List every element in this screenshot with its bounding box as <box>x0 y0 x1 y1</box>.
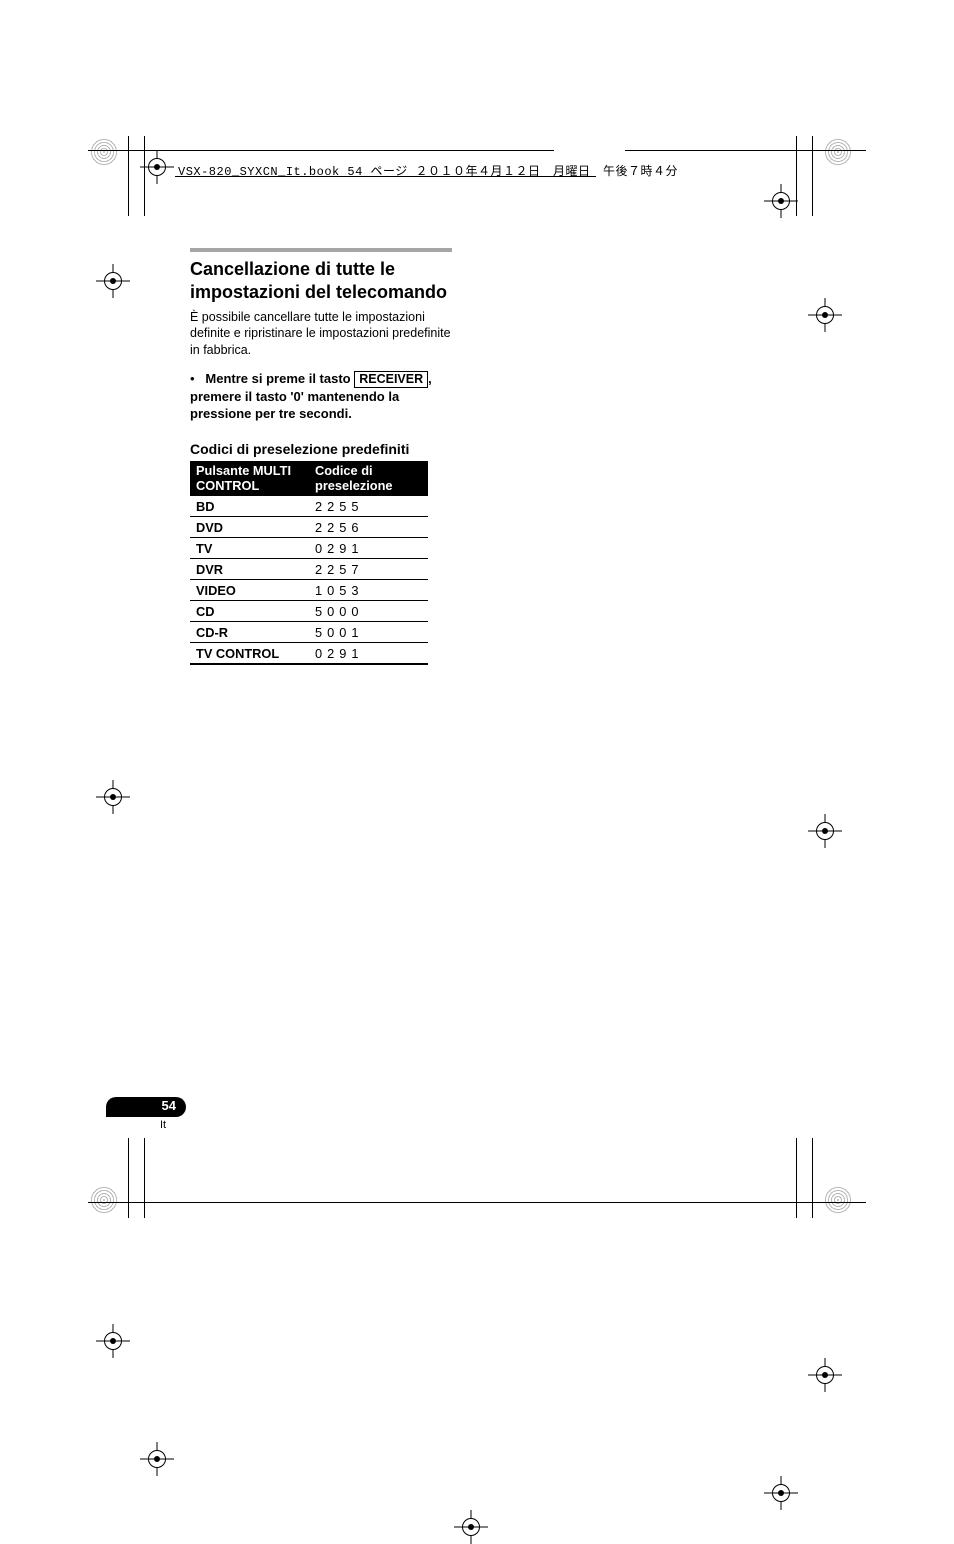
register-target-icon <box>96 780 130 814</box>
table-cell-key: DVR <box>190 559 309 580</box>
table-cell-value: 2256 <box>309 517 428 538</box>
preset-codes-table: Pulsante MULTI CONTROL Codice di presele… <box>190 461 428 665</box>
section-title: Cancellazione di tutte le impostazioni d… <box>190 258 452 303</box>
table-row: BD2255 <box>190 496 428 517</box>
table-header-col1: Pulsante MULTI CONTROL <box>190 461 309 496</box>
table-header-row: Pulsante MULTI CONTROL Codice di presele… <box>190 461 428 496</box>
language-code: It <box>160 1119 166 1131</box>
page-number-tab: 54 <box>106 1097 186 1117</box>
table-cell-value: 2257 <box>309 559 428 580</box>
crop-corner-circle <box>824 138 852 166</box>
instruction-lead: Mentre si preme il tasto RECEIVER, preme… <box>190 371 432 422</box>
table-row: CD5000 <box>190 601 428 622</box>
receiver-keycap: RECEIVER <box>354 371 428 388</box>
table-row: CD-R5001 <box>190 622 428 643</box>
crop-corner-circle <box>824 1186 852 1214</box>
crop-rule <box>128 1138 129 1218</box>
crop-rule <box>88 1202 866 1203</box>
table-cell-key: VIDEO <box>190 580 309 601</box>
table-cell-value: 5000 <box>309 601 428 622</box>
crop-rule <box>812 136 813 216</box>
table-row: DVD2256 <box>190 517 428 538</box>
crop-rule <box>144 1138 145 1218</box>
table-cell-key: TV CONTROL <box>190 643 309 665</box>
table-row: TV0291 <box>190 538 428 559</box>
crop-rule <box>88 150 554 151</box>
crop-rule <box>812 1138 813 1218</box>
table-row: TV CONTROL0291 <box>190 643 428 665</box>
page-number: 54 <box>162 1098 176 1113</box>
table-cell-value: 5001 <box>309 622 428 643</box>
crop-rule <box>625 150 866 151</box>
crop-corner-circle <box>90 1186 118 1214</box>
crop-rule <box>796 136 797 216</box>
crop-rule <box>796 1138 797 1218</box>
table-cell-key: BD <box>190 496 309 517</box>
bullet-marker: • <box>190 371 195 386</box>
table-cell-key: DVD <box>190 517 309 538</box>
crop-rule <box>144 136 145 216</box>
intro-paragraph: È possibile cancellare tutte le impostaz… <box>190 309 452 358</box>
table-row: DVR2257 <box>190 559 428 580</box>
register-target-icon <box>764 184 798 218</box>
register-target-icon <box>140 150 174 184</box>
register-target-icon <box>96 264 130 298</box>
register-target-icon <box>764 1476 798 1510</box>
table-row: VIDEO1053 <box>190 580 428 601</box>
crop-corner-circle <box>90 138 118 166</box>
register-target-icon <box>808 298 842 332</box>
table-cell-key: CD-R <box>190 622 309 643</box>
table-header-col2: Codice di preselezione <box>309 461 428 496</box>
register-target-icon <box>96 1324 130 1358</box>
register-target-icon <box>808 814 842 848</box>
content-column: Cancellazione di tutte le impostazioni d… <box>190 248 452 665</box>
instruction-bullet: • Mentre si preme il tasto RECEIVER, pre… <box>190 370 452 423</box>
table-cell-value: 0291 <box>309 538 428 559</box>
table-cell-value: 2255 <box>309 496 428 517</box>
running-head-rule <box>175 176 596 177</box>
crop-rule <box>128 136 129 216</box>
table-subhead: Codici di preselezione predefiniti <box>190 441 452 457</box>
register-target-icon <box>140 1442 174 1476</box>
table-cell-value: 0291 <box>309 643 428 665</box>
table-cell-value: 1053 <box>309 580 428 601</box>
section-rule <box>190 248 452 252</box>
table-cell-key: TV <box>190 538 309 559</box>
register-target-icon <box>454 1510 488 1544</box>
register-target-icon <box>808 1358 842 1392</box>
table-cell-key: CD <box>190 601 309 622</box>
